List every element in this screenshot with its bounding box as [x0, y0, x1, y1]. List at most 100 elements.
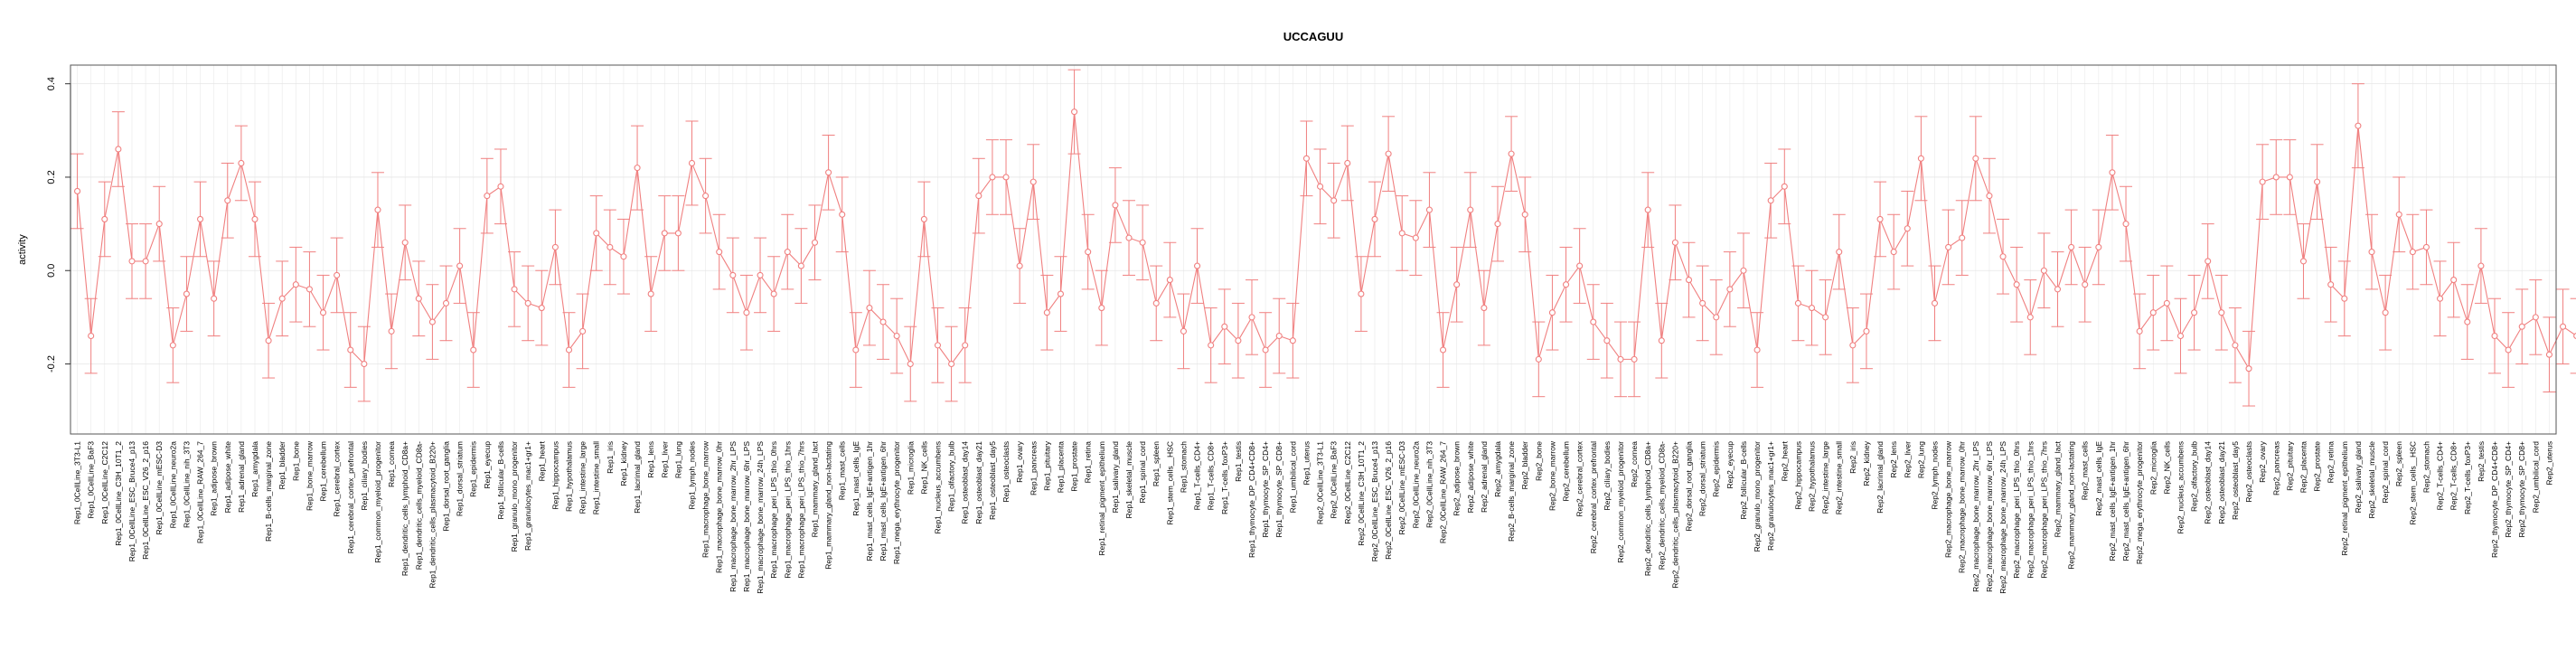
- x-tick-label: Rep2_uterus: [2544, 441, 2553, 486]
- x-tick-label: Rep1_mast_cells_IgE: [851, 441, 860, 516]
- data-point: [511, 286, 518, 293]
- data-point: [934, 342, 942, 349]
- x-tick-label: Rep2_hypothalamus: [1808, 441, 1817, 512]
- data-point: [606, 243, 614, 250]
- x-tick-label: Rep1_adipose_brown: [210, 441, 219, 516]
- x-tick-label: Rep1_cerebellum: [319, 441, 328, 502]
- data-point: [907, 360, 914, 368]
- x-tick-label: Rep1_placenta: [1056, 441, 1065, 493]
- data-point: [1385, 150, 1392, 157]
- data-point: [2560, 323, 2567, 330]
- x-tick-label: Rep2_pituitary: [2285, 440, 2294, 491]
- data-point: [688, 159, 696, 167]
- data-point: [2422, 243, 2430, 250]
- x-tick-label: Rep2_mast_cells_IgE+antigen_6hr: [2121, 441, 2130, 561]
- data-point: [948, 360, 955, 368]
- data-point: [1548, 309, 1556, 316]
- data-point: [484, 193, 491, 200]
- x-tick-label: Rep1_mast_cells: [838, 441, 847, 500]
- y-axis: -0.2 0.0 0.2 0.4: [46, 77, 71, 373]
- x-tick-label: Rep2_prostate: [2313, 441, 2322, 492]
- data-point: [224, 197, 231, 204]
- data-point: [2518, 323, 2525, 330]
- x-tick-label: Rep1_T-cells_CD4+: [1193, 441, 1202, 510]
- x-tick-label: Rep2_thymocyte_SP_CD4+: [2504, 441, 2513, 538]
- x-tick-label: Rep2_dendritic_cells_lymphoid_CD8a+: [1643, 441, 1652, 576]
- y-tick-label: -0.2: [46, 355, 57, 373]
- x-tick-label: Rep2_mast_cells: [2081, 441, 2090, 500]
- data-point: [155, 221, 163, 228]
- x-tick-label: Rep1_cerebral_cortex_prefrontal: [346, 441, 355, 553]
- data-point: [825, 169, 832, 176]
- x-tick-label: Rep2_mast_cells_IgE+antigen_1hr: [2108, 441, 2117, 561]
- x-tick-label: Rep2_bladder: [1520, 441, 1529, 490]
- data-point: [893, 332, 900, 340]
- x-tick-label: Rep2_macrophage_bone_marrow_0hr: [1958, 441, 1967, 573]
- data-point: [962, 342, 969, 349]
- x-axis-labels: Rep1_0CellLine_3T3-L1 Rep1_0CellLine_BaF3…: [73, 440, 2554, 594]
- data-point: [2259, 178, 2266, 185]
- x-tick-label: Rep2_thymocyte_SP_CD8+: [2517, 441, 2526, 538]
- data-point: [1535, 355, 1542, 363]
- data-point: [757, 271, 764, 278]
- data-point: [2382, 309, 2389, 316]
- data-point: [238, 159, 245, 167]
- x-tick-label: Rep1_0CellLine_neuro2a: [168, 441, 177, 529]
- x-tick-label: Rep1_B-cells_marginal_zone: [264, 441, 273, 542]
- data-point: [1152, 299, 1160, 307]
- x-tick-label: Rep2_T-cells_CD4+: [2436, 441, 2445, 510]
- data-point: [1658, 337, 1665, 344]
- data-point: [1125, 234, 1133, 241]
- data-point: [702, 193, 710, 200]
- data-point: [456, 262, 464, 269]
- data-point: [1248, 314, 1255, 321]
- x-tick-label: Rep1_lens: [646, 441, 655, 478]
- x-tick-label: Rep1_lymph_nodes: [688, 441, 697, 510]
- x-tick-label: Rep2_follicular_B-cells: [1739, 441, 1748, 519]
- x-tick-label: Rep2_cerebellum: [1562, 441, 1571, 502]
- data-point: [2505, 346, 2512, 354]
- x-tick-label: Rep2_NK_cells: [2162, 441, 2171, 495]
- y-tick-label: 0.0: [46, 264, 57, 278]
- x-tick-label: Rep2_hippocampus: [1793, 441, 1802, 510]
- data-point: [743, 309, 750, 316]
- data-point: [1398, 230, 1406, 237]
- x-tick-label: Rep1_osteoblast_day21: [974, 441, 983, 524]
- x-tick-label: Rep2_dorsal_root_ganglia: [1685, 441, 1694, 532]
- data-point: [183, 290, 190, 297]
- x-tick-label: Rep1_hippocampus: [550, 441, 559, 510]
- x-tick-label: Rep1_macrophage_bone_marrow_6hr_LPS: [742, 441, 751, 592]
- data-point: [497, 183, 504, 190]
- x-tick-label: Rep1_T-cells_foxP3+: [1220, 441, 1229, 514]
- data-point: [920, 215, 927, 222]
- data-point: [2095, 243, 2102, 250]
- x-tick-label: Rep2_mammary_gland_lact: [2053, 440, 2062, 537]
- x-tick-label: Rep1_spinal_cord: [1138, 441, 1147, 504]
- data-point: [1781, 183, 1788, 190]
- data-point: [1767, 197, 1774, 204]
- x-tick-label: Rep1_cornea: [387, 441, 396, 487]
- x-tick-label: Rep1_intestine_small: [592, 441, 601, 514]
- data-point: [1959, 234, 1966, 241]
- data-point: [2149, 309, 2157, 316]
- data-point: [1945, 243, 1952, 250]
- x-tick-label: Rep2_bone_marrow: [1547, 440, 1556, 511]
- x-tick-label: Rep1_granulocytes_mac1+gr1+: [523, 441, 532, 551]
- data-point: [1972, 155, 1979, 162]
- data-point: [2464, 318, 2471, 326]
- data-point: [1576, 262, 1584, 269]
- x-tick-label: Rep1_bladder: [277, 441, 287, 490]
- x-tick-label: Rep1_ovary: [1015, 440, 1024, 483]
- data-point: [1439, 346, 1447, 354]
- data-point: [852, 346, 860, 354]
- data-point: [1002, 174, 1010, 181]
- x-tick-label: Rep1_umbilical_cord: [1288, 441, 1297, 514]
- x-tick-label: Rep2_intestine_small: [1835, 441, 1844, 514]
- x-tick-label: Rep1_amygdala: [250, 441, 259, 497]
- data-point: [1863, 327, 1870, 335]
- x-tick-label: Rep1_retina: [1084, 441, 1093, 484]
- data-point: [265, 337, 272, 344]
- x-tick-label: Rep1_skeletal_muscle: [1124, 441, 1133, 519]
- x-tick-label: Rep1_liver: [660, 441, 669, 478]
